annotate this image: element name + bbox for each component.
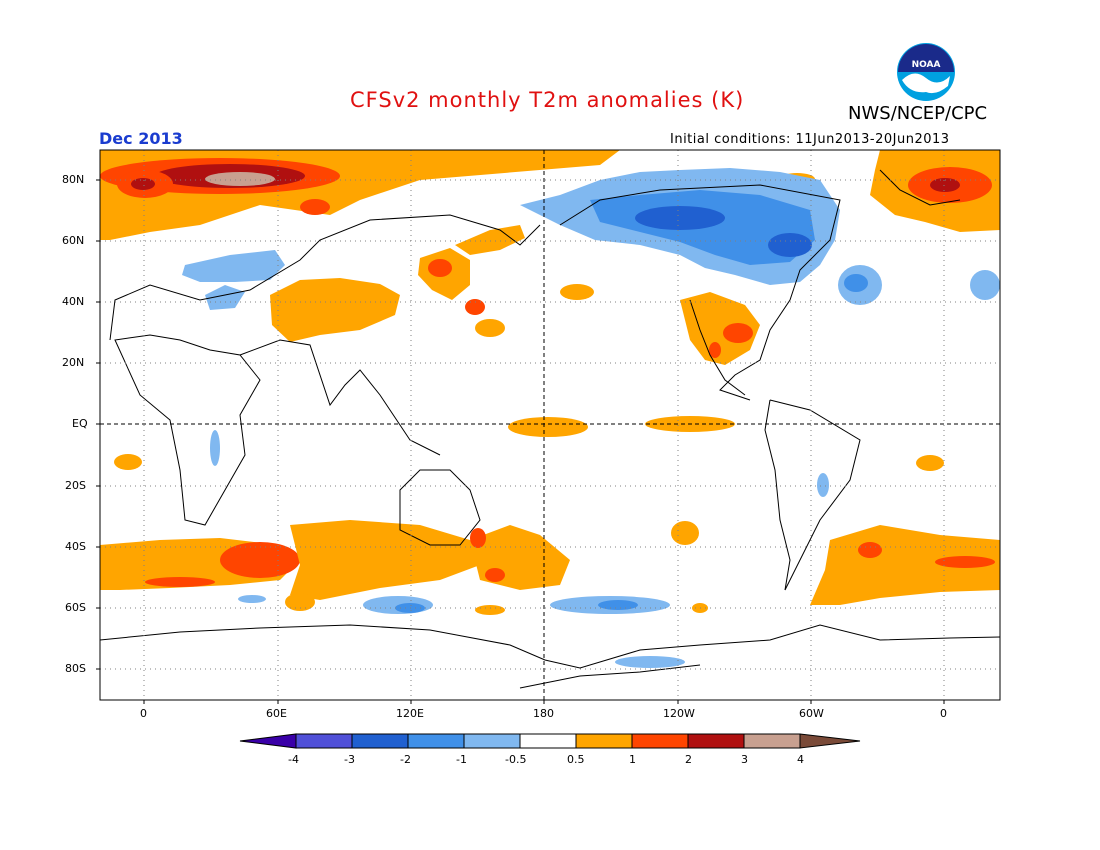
colorbar-label: -1 (456, 753, 467, 766)
lat-label: 80S (65, 662, 86, 675)
colorbar-cap-high (799, 733, 861, 749)
lat-label: EQ (72, 417, 88, 430)
graticule (100, 150, 1000, 700)
lat-label: 20S (65, 479, 86, 492)
noaa-logo-icon: NOAA (897, 43, 955, 101)
map-frame (99, 149, 1001, 701)
lat-label: 60S (65, 601, 86, 614)
lat-label: 40N (62, 295, 85, 308)
chart-title: CFSv2 monthly T2m anomalies (K) (350, 88, 745, 112)
colorbar-bin (743, 733, 801, 749)
lon-label: 120W (663, 707, 695, 720)
agency-label: NWS/NCEP/CPC (848, 103, 988, 124)
colorbar-bin (687, 733, 745, 749)
reference-lines (100, 150, 1000, 700)
lon-label: 60W (799, 707, 824, 720)
colorbar-bin (463, 733, 521, 749)
colorbar-label: -2 (400, 753, 411, 766)
lat-label: 60N (62, 234, 85, 247)
cold-region-siberia (182, 250, 285, 282)
warm-region-tropical-pacific-west (508, 417, 588, 437)
colorbar-label: -4 (288, 753, 299, 766)
colorbar-bin (407, 733, 465, 749)
colorbar-bin (295, 733, 353, 749)
colorbar-label: -3 (344, 753, 355, 766)
warm-region-central-asia (270, 278, 400, 342)
colorbar-label: 2 (685, 753, 692, 766)
coastlines (100, 169, 1000, 689)
colorbar-cap-low (239, 733, 297, 749)
colorbar-bin (631, 733, 689, 749)
lat-label: 20N (62, 356, 85, 369)
colorbar-bin (575, 733, 633, 749)
warm-region-south-atlantic-east (810, 525, 1000, 605)
colorbar (239, 733, 861, 749)
logo-text: NOAA (912, 60, 941, 70)
lon-label: 0 (940, 707, 947, 720)
lon-label: 60E (266, 707, 287, 720)
colorbar-bin (351, 733, 409, 749)
colorbar-label: 1 (629, 753, 636, 766)
anomaly-layer (100, 150, 1000, 700)
colorbar-label: 0.5 (567, 753, 585, 766)
lat-label: 80N (62, 173, 85, 186)
colorbar-label: 3 (741, 753, 748, 766)
lon-label: 0 (140, 707, 147, 720)
lon-label: 180 (533, 707, 554, 720)
warm-region-us-south (680, 292, 760, 365)
colorbar-bin (519, 733, 577, 749)
initial-conditions: Initial conditions: 11Jun2013-20Jun2013 (670, 132, 950, 147)
colorbar-label: 4 (797, 753, 804, 766)
lat-label: 40S (65, 540, 86, 553)
colorbar-label: -0.5 (505, 753, 527, 766)
lon-label: 120E (396, 707, 424, 720)
forecast-month: Dec 2013 (99, 129, 183, 148)
